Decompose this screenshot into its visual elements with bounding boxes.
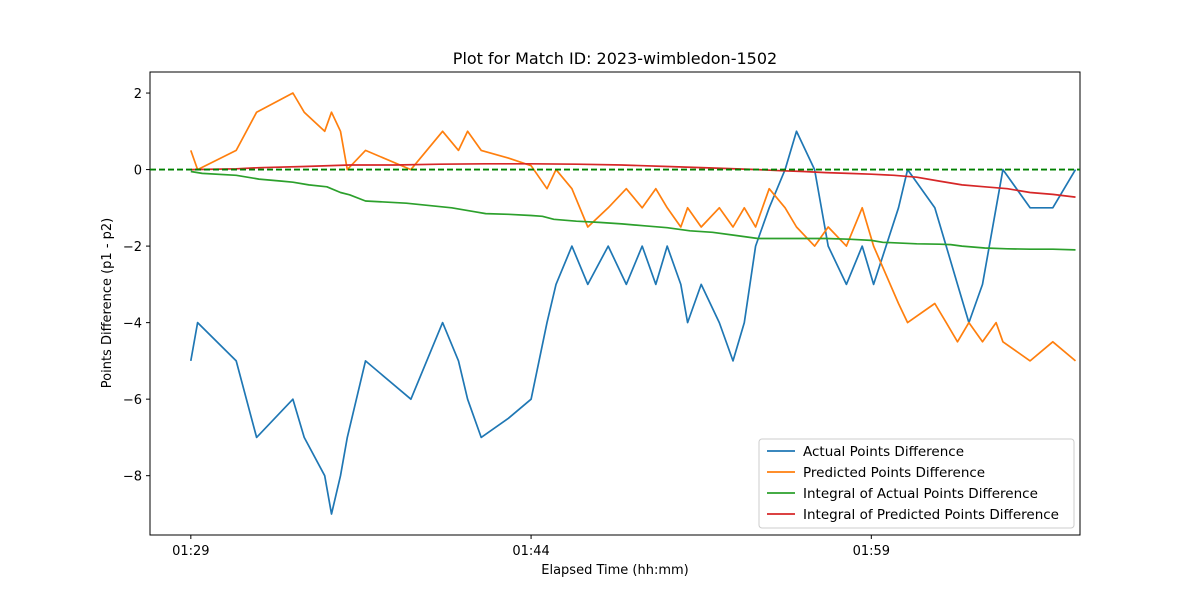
series-line-1 [189,130,1077,515]
y-axis-label: Points Difference (p1 - p2) [100,218,115,388]
y-tick-label: −6 [123,393,142,408]
y-tick-label: −4 [123,317,142,332]
legend-entry-label: Predicted Points Difference [803,465,985,481]
x-tick-label: 01:44 [512,544,549,559]
legend-box [758,438,1075,529]
y-tick-label: −2 [123,240,142,255]
series-line-4 [190,162,1076,198]
legend: Actual Points Difference Predicted Points… [758,438,1075,529]
axes-frame [149,71,1081,536]
x-tick-label: 01:29 [172,544,209,559]
y-tick-label: 2 [134,87,142,102]
legend-entry-label: Integral of Actual Points Difference [803,486,1038,502]
y-tick-label: 0 [134,164,142,179]
legend-entry-label: Actual Points Difference [803,444,964,460]
x-axis-label: Elapsed Time (hh:mm) [541,563,688,578]
y-tick-label: −8 [123,470,142,485]
chart-title: Plot for Match ID: 2023-wimbledon-1502 [453,49,777,68]
x-tick-label: 01:59 [853,544,890,559]
legend-entry-label: Integral of Predicted Points Difference [803,507,1059,523]
plot-area: 01:29 01:44 01:59 2 0 −2 −4 −6 −8 [123,71,1081,559]
series-line-2 [189,92,1077,362]
series-line-3 [190,170,1076,251]
